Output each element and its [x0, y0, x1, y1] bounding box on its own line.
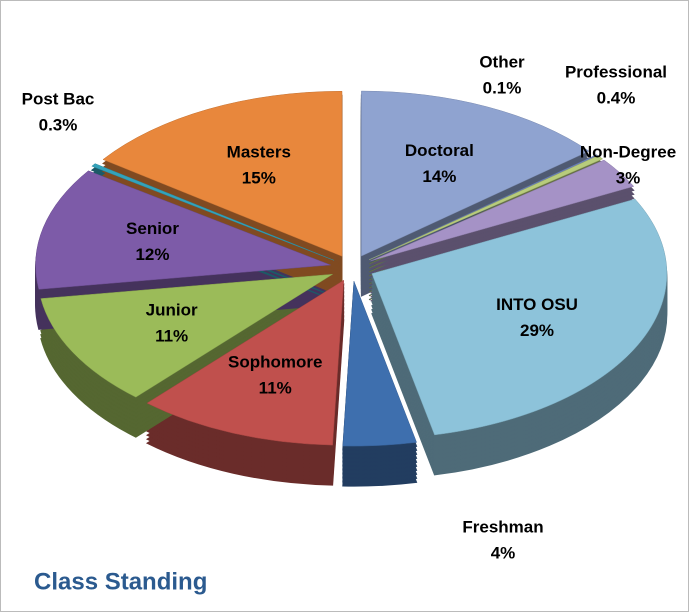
slice	[40, 274, 333, 398]
slice-value: 14%	[422, 167, 456, 186]
slice	[91, 163, 335, 261]
slice-label: INTO OSU	[496, 295, 578, 314]
slice-value: 4%	[491, 543, 516, 562]
slice-value: 0.4%	[597, 88, 636, 107]
slice-value: 29%	[520, 321, 554, 340]
slice	[35, 170, 331, 290]
slice-value: 0.3%	[39, 115, 78, 134]
slice-label: Junior	[146, 300, 198, 319]
slice-value: 15%	[242, 169, 276, 188]
slice-label: Freshman	[462, 517, 543, 536]
slice-label: Sophomore	[228, 353, 322, 372]
slice-label: Other	[479, 52, 525, 71]
slice	[361, 90, 590, 257]
slice-label: Masters	[227, 143, 291, 162]
slice-label: Post Bac	[22, 89, 95, 108]
slice-value: 0.1%	[483, 78, 522, 97]
slice-value: 11%	[259, 379, 292, 398]
slice	[371, 198, 668, 436]
chart-title: Class Standing	[34, 568, 207, 595]
slice	[342, 281, 417, 447]
slice-label: Non-Degree	[580, 142, 676, 161]
slice	[370, 159, 635, 262]
slice-label: Professional	[565, 62, 667, 81]
slice	[102, 90, 343, 257]
pie	[35, 90, 668, 487]
slice-value: 11%	[155, 326, 188, 345]
slice-value: 3%	[616, 168, 641, 187]
slice-label: Doctoral	[405, 141, 474, 160]
slice	[369, 155, 604, 261]
slice	[146, 279, 345, 446]
slice-value: 12%	[135, 245, 169, 264]
slice-label: Senior	[126, 219, 179, 238]
